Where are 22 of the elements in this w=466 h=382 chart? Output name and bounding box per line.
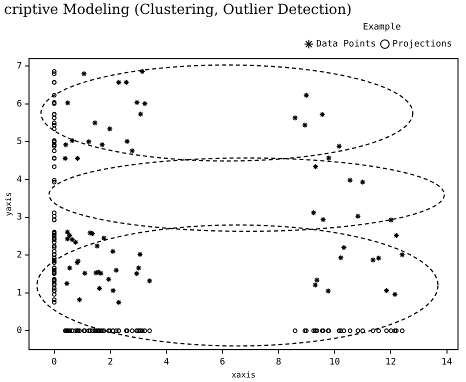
x-tick-label: 0 [52,357,57,368]
y-tick-label: 3 [16,212,22,223]
x-tick-label: 10 [329,357,340,368]
y-tick-label: 0 [16,326,22,336]
y-axis-title: yaxis [4,192,13,216]
y-tick-label: 1 [16,288,22,298]
chart-title: criptive Modeling (Clustering, Outlier Detection) [4,2,352,18]
y-tick-label: 7 [16,62,22,72]
legend-label: Data Points [316,39,376,50]
y-tick-label: 4 [16,174,22,185]
x-tick-label: 2 [108,357,114,368]
x-axis-title: xaxis [231,370,256,380]
y-tick-label: 6 [16,99,22,110]
x-tick-label: 12 [385,357,396,368]
y-tick-label: 2 [16,250,22,260]
x-tick-label: 14 [441,357,452,368]
x-tick-label: 8 [276,357,282,368]
x-tick-label: 6 [220,357,226,368]
x-tick-label: 4 [164,357,170,368]
legend-title: Example [362,22,401,33]
y-tick-label: 5 [16,137,22,148]
legend-label: Projections [392,39,452,50]
